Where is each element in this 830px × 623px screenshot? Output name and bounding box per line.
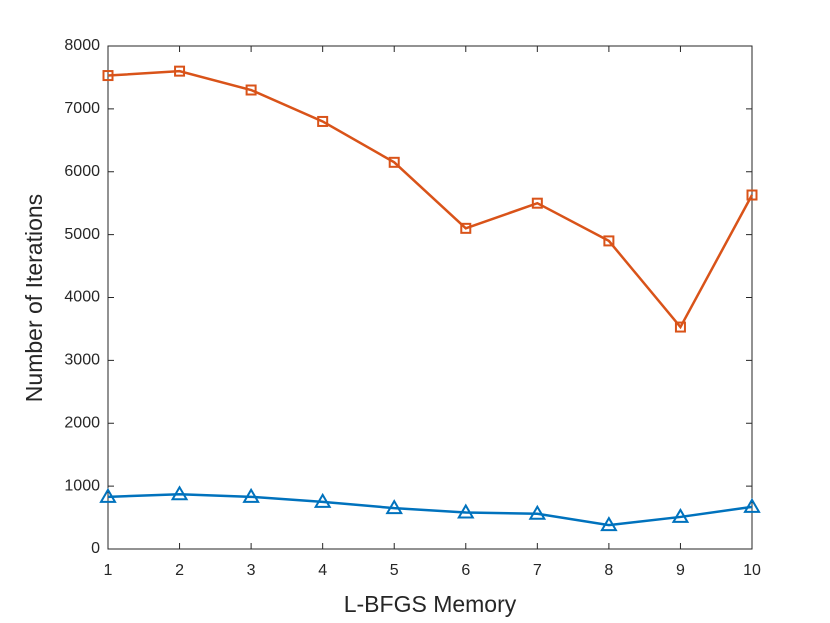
triangle-marker	[528, 504, 547, 520]
y-tick-label: 1000	[64, 477, 100, 494]
y-axis-label: Number of Iterations	[21, 194, 47, 402]
x-tick-label: 2	[175, 562, 184, 579]
square-marker	[531, 197, 543, 209]
y-tick-label: 2000	[64, 414, 100, 431]
x-tick-label: 1	[104, 562, 113, 579]
series-line	[107, 69, 754, 330]
square-marker	[388, 156, 400, 168]
square-marker	[460, 222, 472, 234]
x-tick-label: 9	[676, 562, 685, 579]
triangle-marker	[600, 516, 618, 532]
x-tick-label: 7	[533, 562, 542, 579]
square-marker	[674, 321, 686, 333]
x-tick-label: 10	[743, 562, 761, 579]
y-tick-label: 3000	[64, 352, 100, 369]
square-marker	[174, 65, 186, 77]
y-tick-label: 8000	[64, 37, 100, 54]
square-marker	[317, 115, 329, 127]
square-marker	[746, 189, 758, 201]
series-line	[107, 493, 753, 527]
triangle-marker	[170, 485, 189, 501]
triangle-marker	[743, 497, 761, 513]
x-axis-label: L-BFGS Memory	[344, 591, 517, 617]
x-tick-label: 6	[461, 562, 470, 579]
triangle-marker	[99, 487, 117, 503]
triangle-marker	[385, 499, 403, 515]
triangle-marker	[457, 503, 475, 519]
triangle-marker	[313, 492, 332, 508]
triangle-marker	[242, 487, 260, 503]
y-tick-label: 4000	[64, 289, 100, 306]
triangle-marker	[671, 507, 690, 523]
square-marker	[102, 70, 114, 82]
y-tick-label: 6000	[64, 163, 100, 180]
x-tick-label: 3	[247, 562, 256, 579]
x-tick-label: 8	[604, 562, 613, 579]
x-tick-label: 5	[390, 562, 399, 579]
y-tick-label: 0	[91, 540, 100, 557]
x-tick-label: 4	[318, 562, 327, 579]
square-marker	[245, 84, 257, 96]
y-tick-label: 5000	[64, 226, 100, 243]
y-tick-label: 7000	[64, 100, 100, 117]
square-marker	[603, 235, 615, 247]
